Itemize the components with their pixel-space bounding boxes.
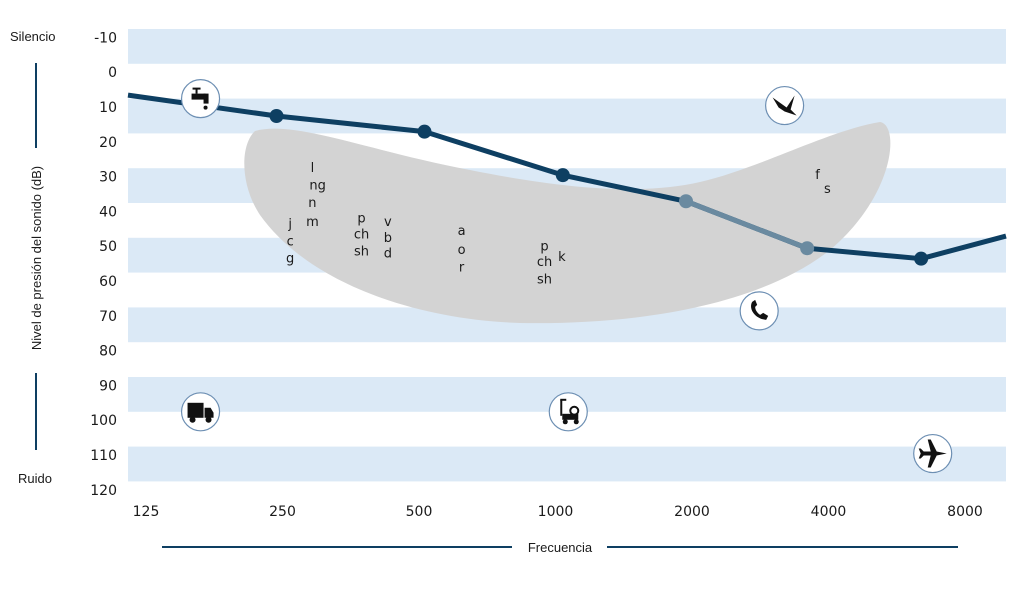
- hummingbird-icon: [765, 85, 805, 126]
- noise-label: Ruido: [18, 471, 52, 486]
- sound-icons: [180, 78, 953, 474]
- phoneme-label: o: [458, 243, 466, 258]
- y-axis-ticks: -10 0 10 20 30 40 50 60 70 80 90 100 110 120: [90, 30, 117, 498]
- series-point: [555, 168, 570, 183]
- series-point: [679, 194, 693, 209]
- x-axis-label: Frecuencia: [528, 540, 593, 555]
- phoneme-label: l: [311, 161, 315, 176]
- silence-label: Silencio: [10, 29, 56, 44]
- series-line-overlap: [685, 198, 805, 250]
- series-point: [800, 241, 815, 256]
- phoneme-label: m: [306, 215, 319, 230]
- x-tick-label: 2000: [674, 504, 710, 520]
- truck-icon: [180, 392, 221, 432]
- phoneme-label: g: [286, 252, 294, 267]
- phoneme-label: k: [558, 250, 566, 265]
- y-tick-label: 10: [99, 100, 117, 116]
- phoneme-label: d: [384, 246, 392, 261]
- speech-banana: [244, 122, 891, 324]
- phoneme-label: b: [384, 231, 392, 246]
- y-tick-label: 70: [99, 309, 117, 325]
- y-tick-label: 100: [90, 413, 117, 429]
- x-tick-label: 1000: [538, 504, 574, 520]
- series-line: [127, 92, 1007, 262]
- x-tick-label: 4000: [811, 504, 847, 520]
- phoneme-label: ng: [309, 179, 326, 194]
- phoneme-label: sh: [354, 245, 369, 260]
- y-tick-label: 30: [99, 170, 117, 186]
- y-tick-label: 120: [90, 483, 117, 499]
- y-tick-label: -10: [94, 30, 117, 46]
- y-tick-label: 0: [108, 65, 117, 81]
- y-tick-label: 60: [99, 274, 117, 290]
- series-point: [269, 109, 284, 123]
- y-tick-label: 40: [99, 204, 117, 220]
- x-axis-ticks: 125 250 500 1000 2000 4000 8000: [133, 504, 983, 520]
- x-tick-label: 8000: [947, 504, 983, 520]
- telephone-icon: [739, 291, 779, 331]
- x-tick-label: 500: [406, 504, 433, 520]
- grid-band: [128, 446, 1006, 482]
- y-tick-label: 110: [90, 448, 117, 464]
- speech-banana-shape: [244, 122, 891, 324]
- phoneme-label: a: [458, 224, 466, 239]
- y-tick-label: 50: [99, 239, 117, 255]
- y-tick-label: 80: [99, 344, 117, 360]
- faucet-icon: [180, 78, 221, 119]
- lawnmower-icon: [548, 392, 588, 432]
- phoneme-label: j: [287, 217, 292, 232]
- phoneme-label: p: [540, 240, 548, 255]
- x-tick-label: 250: [269, 504, 296, 520]
- phoneme-label: n: [308, 196, 316, 211]
- y-axis-label: Nivel de presión del sonido (dB): [29, 166, 44, 350]
- phoneme-label: v: [384, 215, 392, 230]
- y-tick-label: 20: [99, 135, 117, 151]
- airplane-icon: [913, 433, 953, 474]
- phoneme-label: f: [815, 168, 820, 183]
- series-point: [417, 124, 432, 139]
- series-point: [914, 251, 929, 266]
- phoneme-label: ch: [354, 227, 369, 242]
- phoneme-label: p: [357, 212, 365, 227]
- x-tick-label: 125: [133, 504, 160, 520]
- phoneme-label: s: [824, 182, 831, 197]
- y-tick-label: 90: [99, 378, 117, 394]
- phoneme-label: sh: [537, 273, 552, 288]
- phoneme-label: c: [287, 234, 294, 249]
- grid-band: [128, 29, 1006, 64]
- hearing-curve: [127, 92, 1007, 266]
- phoneme-label: r: [459, 260, 465, 275]
- phoneme-label: ch: [537, 255, 552, 270]
